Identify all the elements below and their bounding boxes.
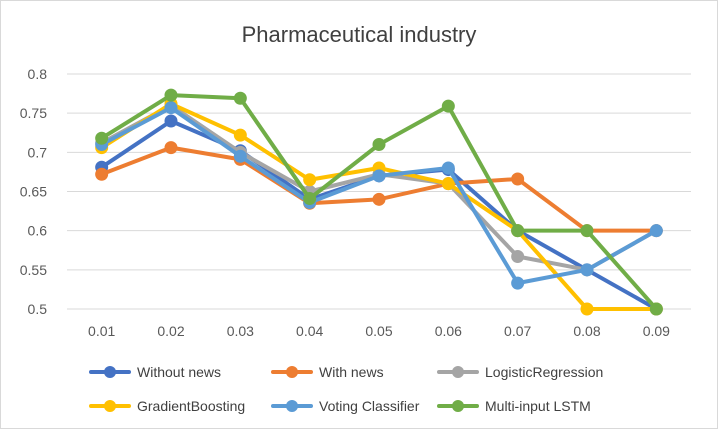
x-tick-label: 0.08 — [573, 323, 600, 339]
data-point — [164, 101, 178, 115]
x-tick-label: 0.09 — [643, 323, 670, 339]
data-point — [372, 138, 386, 151]
y-tick-label: 0.5 — [28, 301, 48, 317]
y-tick-label: 0.6 — [28, 223, 48, 239]
legend-label: Voting Classifier — [319, 398, 420, 414]
legend-marker — [104, 366, 116, 378]
data-point — [95, 131, 109, 145]
legend: Without news With news LogisticRegression G… — [89, 364, 603, 414]
x-axis-ticks: 0.01 0.02 0.03 0.04 0.05 0.06 0.07 0.08 0.09 — [88, 323, 670, 339]
data-point — [164, 141, 178, 155]
x-tick-label: 0.07 — [504, 323, 531, 339]
x-tick-label: 0.01 — [88, 323, 115, 339]
data-point — [372, 192, 386, 206]
data-point — [164, 88, 178, 102]
legend-marker — [286, 400, 298, 412]
data-point — [511, 250, 525, 264]
legend-item: GradientBoosting — [89, 398, 245, 414]
data-point — [649, 224, 663, 238]
y-tick-label: 0.65 — [20, 184, 47, 200]
series-multi-input-lstm — [95, 88, 663, 316]
legend-marker — [286, 366, 298, 378]
legend-label: Multi-input LSTM — [485, 398, 591, 414]
y-axis-ticks: 0.5 0.55 0.6 0.65 0.7 0.75 0.8 — [20, 66, 47, 317]
y-tick-label: 0.7 — [28, 144, 48, 160]
data-point — [441, 177, 455, 191]
legend-label: Without news — [137, 364, 221, 380]
legend-item: Without news — [89, 364, 221, 380]
chart-title: Pharmaceutical industry — [242, 22, 477, 47]
legend-item: LogisticRegression — [437, 364, 603, 380]
series-gradientboosting — [95, 97, 663, 316]
y-tick-label: 0.55 — [20, 262, 47, 278]
data-point — [580, 224, 594, 238]
data-point — [441, 161, 455, 175]
legend-label: LogisticRegression — [485, 364, 603, 380]
legend-label: With news — [319, 364, 384, 380]
data-point — [580, 302, 594, 316]
data-point — [511, 224, 525, 238]
data-point — [95, 167, 109, 181]
data-point — [372, 169, 386, 183]
series-line — [99, 103, 659, 272]
data-point — [164, 114, 178, 128]
legend-marker — [452, 400, 464, 412]
legend-item: Voting Classifier — [271, 398, 420, 414]
x-tick-label: 0.06 — [435, 323, 462, 339]
legend-item: Multi-input LSTM — [437, 398, 591, 414]
series-line — [99, 101, 659, 311]
series-with-news — [95, 141, 663, 238]
data-point — [233, 91, 247, 105]
legend-label: GradientBoosting — [137, 398, 245, 414]
data-point — [233, 128, 247, 142]
legend-marker — [452, 366, 464, 378]
data-point — [441, 99, 455, 113]
legend-marker — [104, 400, 116, 412]
x-tick-label: 0.04 — [296, 323, 323, 339]
series-line — [99, 145, 659, 233]
y-tick-label: 0.8 — [28, 66, 48, 82]
y-tick-label: 0.75 — [20, 105, 47, 121]
data-point — [649, 302, 663, 316]
x-tick-label: 0.05 — [365, 323, 392, 339]
legend-item: With news — [271, 364, 384, 380]
x-tick-label: 0.02 — [157, 323, 184, 339]
data-point — [580, 263, 594, 277]
data-point — [233, 149, 247, 163]
data-point — [303, 192, 317, 206]
x-tick-label: 0.03 — [227, 323, 254, 339]
data-point — [303, 173, 317, 187]
data-point — [511, 276, 525, 290]
data-point — [511, 172, 525, 186]
series-lines — [95, 88, 663, 316]
